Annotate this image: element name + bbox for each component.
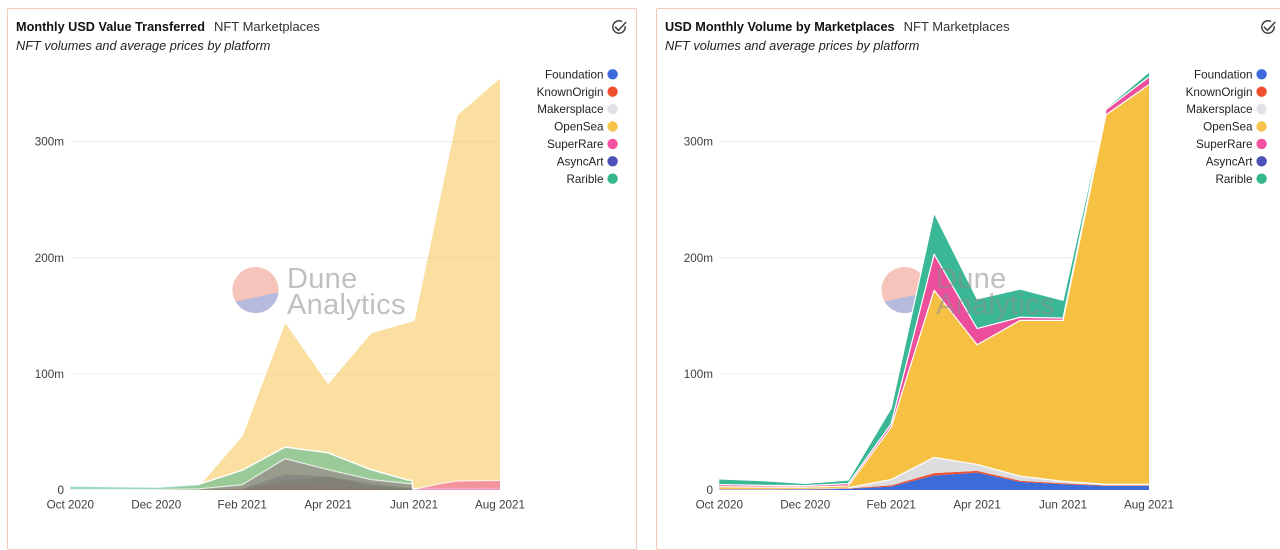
svg-text:SuperRare: SuperRare: [547, 138, 604, 151]
svg-text:Foundation: Foundation: [1194, 68, 1252, 81]
svg-text:Apr 2021: Apr 2021: [953, 499, 1000, 512]
svg-text:Rarible: Rarible: [566, 173, 603, 186]
svg-text:300m: 300m: [35, 136, 64, 149]
svg-text:Makersplace: Makersplace: [1186, 103, 1252, 116]
svg-text:Analytics: Analytics: [287, 289, 406, 321]
svg-text:Aug 2021: Aug 2021: [475, 499, 525, 512]
svg-text:Feb 2021: Feb 2021: [217, 499, 266, 512]
svg-text:KnownOrigin: KnownOrigin: [537, 86, 604, 99]
svg-text:Makersplace: Makersplace: [537, 103, 603, 116]
svg-text:200m: 200m: [35, 252, 64, 265]
svg-text:AsyncArt: AsyncArt: [1206, 155, 1254, 168]
svg-text:100m: 100m: [35, 368, 64, 381]
svg-text:Dec 2020: Dec 2020: [131, 499, 182, 512]
svg-text:Dune: Dune: [936, 263, 1007, 295]
svg-text:0: 0: [706, 484, 713, 497]
svg-text:Feb 2021: Feb 2021: [866, 499, 915, 512]
svg-text:NFT volumes and average prices: NFT volumes and average prices by platfo…: [16, 38, 271, 53]
svg-text:USD Monthly Volume by Marketpl: USD Monthly Volume by Marketplaces NFT Ma…: [665, 19, 1010, 34]
svg-text:Jun 2021: Jun 2021: [390, 499, 438, 512]
svg-text:100m: 100m: [684, 368, 713, 381]
svg-text:AsyncArt: AsyncArt: [557, 155, 605, 168]
svg-text:KnownOrigin: KnownOrigin: [1186, 86, 1253, 99]
svg-text:OpenSea: OpenSea: [1203, 121, 1253, 134]
svg-text:Jun 2021: Jun 2021: [1039, 499, 1087, 512]
svg-text:0: 0: [57, 484, 64, 497]
svg-text:Dec 2020: Dec 2020: [780, 499, 831, 512]
svg-text:NFT volumes and average prices: NFT volumes and average prices by platfo…: [665, 38, 920, 53]
svg-text:SuperRare: SuperRare: [1196, 138, 1253, 151]
svg-text:Oct 2020: Oct 2020: [47, 499, 95, 512]
svg-text:Dune: Dune: [287, 263, 358, 295]
svg-text:200m: 200m: [684, 252, 713, 265]
svg-text:Rarible: Rarible: [1215, 173, 1252, 186]
svg-text:300m: 300m: [684, 136, 713, 149]
svg-text:Apr 2021: Apr 2021: [304, 499, 351, 512]
svg-text:Oct 2020: Oct 2020: [696, 499, 744, 512]
svg-text:Foundation: Foundation: [545, 68, 603, 81]
svg-text:Aug 2021: Aug 2021: [1124, 499, 1174, 512]
svg-text:Analytics: Analytics: [936, 289, 1055, 321]
svg-text:OpenSea: OpenSea: [554, 121, 604, 134]
